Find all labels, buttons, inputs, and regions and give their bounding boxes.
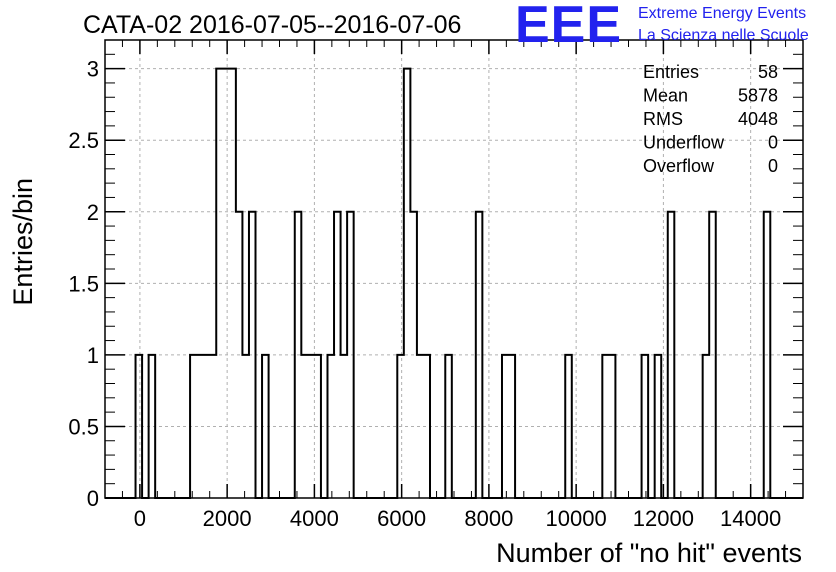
plot-frame <box>104 39 804 499</box>
grid-lines <box>105 40 803 499</box>
stat-value: 4048 <box>738 109 778 129</box>
stat-label: Underflow <box>643 133 725 153</box>
stat-value: 0 <box>768 133 778 153</box>
x-tick-label: 6000 <box>377 506 426 531</box>
stats-box: Entries 58 Mean 5878 RMS 4048 Underflow 0 Overfl… <box>643 62 778 176</box>
y-tick-label: 2.5 <box>68 128 99 153</box>
logo-line1: Extreme Energy Events <box>638 5 806 22</box>
x-tick-label: 2000 <box>203 506 252 531</box>
stat-value: 5878 <box>738 86 778 106</box>
x-tick-label: 12000 <box>633 506 694 531</box>
y-tick-labels: 0 0.5 1 1.5 2 2.5 3 <box>68 57 99 511</box>
y-tick-label: 1.5 <box>68 271 99 296</box>
x-tick-labels: 0 2000 4000 6000 8000 10000 12000 14000 <box>134 506 781 531</box>
x-tick-label: 0 <box>134 506 146 531</box>
x-tick-label: 10000 <box>546 506 607 531</box>
stat-value: 0 <box>768 156 778 176</box>
stat-label: Overflow <box>643 156 715 176</box>
chart-title: CATA-02 2016-07-05--2016-07-06 <box>83 11 461 39</box>
stat-label: Mean <box>643 86 688 106</box>
histogram-outline <box>105 67 803 499</box>
y-tick-label: 0.5 <box>68 414 99 439</box>
y-tick-label: 3 <box>87 57 99 82</box>
x-tick-label: 14000 <box>720 506 781 531</box>
y-tick-label: 2 <box>87 200 99 225</box>
y-tick-label: 1 <box>87 343 99 368</box>
y-tick-label: 0 <box>87 486 99 511</box>
eee-logo: EEE Extreme Energy Events La Scienza nel… <box>515 0 809 54</box>
x-tick-label: 4000 <box>290 506 339 531</box>
x-tick-label: 8000 <box>464 506 513 531</box>
stat-label: RMS <box>643 109 683 129</box>
axis-ticks <box>104 39 804 499</box>
logo-mark: EEE <box>515 0 622 54</box>
logo-line2: La Scienza nelle Scuole <box>638 27 809 44</box>
x-axis-label: Number of "no hit" events <box>496 538 802 568</box>
stat-label: Entries <box>643 62 699 82</box>
y-axis-label: Entries/bin <box>8 178 38 306</box>
stat-value: 58 <box>758 62 778 82</box>
